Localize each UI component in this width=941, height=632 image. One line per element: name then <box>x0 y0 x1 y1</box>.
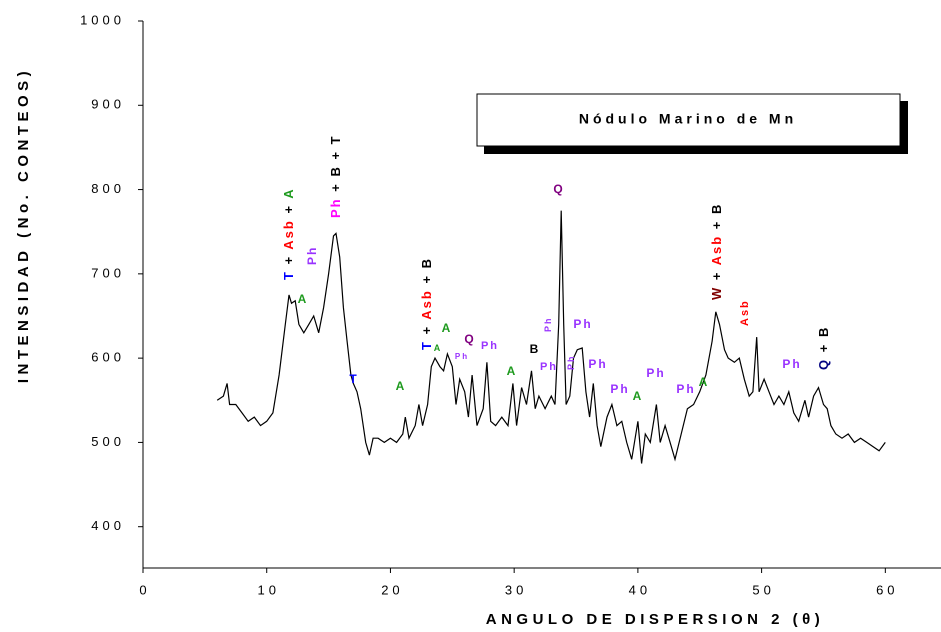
annotation: Ph <box>573 317 592 331</box>
annotation-part: Ph <box>782 357 801 371</box>
annotation-part: Q <box>464 332 475 346</box>
annotation-part: Ph <box>610 382 629 396</box>
annotation: Ph <box>481 340 499 352</box>
annotation: Ph <box>782 357 801 371</box>
annotation-part: + <box>281 199 296 219</box>
x-tick-label: 0 <box>139 582 150 597</box>
annotation-part: A <box>442 321 453 335</box>
annotation-part: T <box>281 270 296 280</box>
annotation-part: + <box>281 250 296 270</box>
annotation-part: Asb <box>739 299 751 326</box>
annotation-part: Ph <box>455 352 469 361</box>
annotation: Ph <box>540 361 558 373</box>
x-tick-label: 30 <box>505 582 527 597</box>
annotation-part: T <box>419 340 434 350</box>
annotation: Ph <box>646 366 665 380</box>
annotation-part: Asb <box>281 219 296 250</box>
annotation-part: W <box>709 286 724 300</box>
y-tick-label: 900 <box>91 97 125 112</box>
annotation: T + Asb + B <box>419 257 434 350</box>
x-tick-label: 50 <box>752 582 774 597</box>
annotation: Ph <box>305 246 319 265</box>
annotation-part: Ph <box>540 361 558 373</box>
annotation: Asb <box>739 299 751 326</box>
annotation-part: + <box>419 320 434 340</box>
annotation-part: Ph <box>481 340 499 352</box>
annotation-part: B <box>530 342 541 356</box>
annotation-part: + B <box>419 257 434 289</box>
annotation: Ph + B + T <box>328 134 343 218</box>
annotation-part: + B <box>709 203 724 235</box>
annotation: Q + B <box>816 326 831 370</box>
x-tick-label: 10 <box>257 582 279 597</box>
annotation-part: A <box>281 187 296 198</box>
annotation-part: Asb <box>419 289 434 320</box>
annotation-part: + <box>709 265 724 285</box>
y-tick-label: 700 <box>91 265 125 280</box>
annotation-part: + B <box>816 326 831 358</box>
annotation: Ph <box>543 316 553 332</box>
annotation-part: Ph <box>646 366 665 380</box>
annotation-part: A <box>396 379 407 393</box>
annotation: A <box>507 364 518 378</box>
annotation: Ph <box>566 354 576 370</box>
annotation: T + Asb + A <box>281 187 296 280</box>
annotation-part: T <box>349 372 358 386</box>
y-tick-label: 600 <box>91 350 125 365</box>
annotation-part: Q <box>553 182 564 196</box>
annotation-part: Ph <box>588 357 607 371</box>
y-tick-label: 1000 <box>80 12 125 27</box>
annotation-part: A <box>298 292 309 306</box>
annotation-part: + B + T <box>328 134 343 197</box>
annotation-part: A <box>507 364 518 378</box>
annotation: B <box>530 342 541 356</box>
annotation: Q <box>553 182 564 196</box>
data-line <box>216 210 886 464</box>
annotation-part: Ph <box>573 317 592 331</box>
annotation-part: Ph <box>305 246 319 265</box>
annotation: Ph <box>610 382 629 396</box>
y-tick-label: 500 <box>91 434 125 449</box>
annotation: Q <box>464 332 475 346</box>
annotation: A <box>298 292 309 306</box>
annotation: A <box>434 343 443 353</box>
chart-title: Nódulo Marino de Mn <box>579 111 797 127</box>
annotation: A <box>442 321 453 335</box>
y-tick-label: 400 <box>91 518 125 533</box>
y-tick-label: 800 <box>91 181 125 196</box>
annotation: A <box>699 375 710 389</box>
x-tick-label: 40 <box>629 582 651 597</box>
x-tick-label: 20 <box>381 582 403 597</box>
annotation: A <box>396 379 407 393</box>
annotation-part: Ph <box>676 382 695 396</box>
annotation-part: Asb <box>709 235 724 266</box>
annotation-part: A <box>633 389 644 403</box>
annotation: Ph <box>455 352 469 361</box>
annotation: Ph <box>676 382 695 396</box>
annotation-part: Q <box>816 358 831 370</box>
annotation-part: Ph <box>543 316 553 332</box>
x-tick-label: 60 <box>876 582 898 597</box>
title-box <box>476 93 901 147</box>
annotation: W + Asb + B <box>709 203 724 300</box>
annotation-part: Ph <box>566 354 576 370</box>
annotation: Ph <box>588 357 607 371</box>
x-axis-title: ANGULO DE DISPERSION 2 (θ) <box>486 611 824 628</box>
annotation: A <box>633 389 644 403</box>
annotation-part: Ph <box>328 197 343 218</box>
annotation: T <box>349 372 358 386</box>
annotation-part: A <box>434 343 443 353</box>
y-axis-title: INTENSIDAD (No. CONTEOS) <box>15 67 32 383</box>
annotation-part: A <box>699 375 710 389</box>
